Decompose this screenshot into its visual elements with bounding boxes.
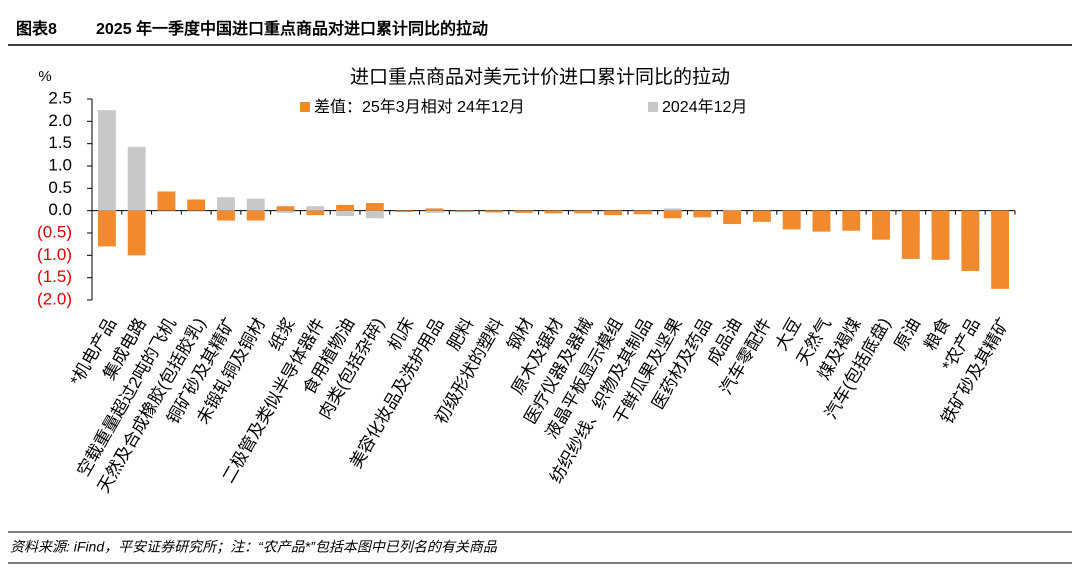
chart-title: 进口重点商品对美元计价进口累计同比的拉动: [350, 66, 730, 88]
bar: [901, 210, 920, 259]
bar: [455, 210, 474, 213]
bar: [782, 210, 801, 230]
bar: [365, 203, 384, 211]
x-tick-label: 原油: [891, 315, 924, 354]
bar: [276, 210, 295, 213]
bar: [723, 210, 742, 225]
bar: [663, 210, 682, 219]
bar: [97, 110, 116, 211]
bar: [365, 210, 384, 219]
y-tick-label: (2.0): [37, 289, 72, 308]
y-tick-label: 1.0: [48, 155, 72, 174]
y-tick-label: 0.0: [48, 200, 72, 219]
bar: [276, 206, 295, 211]
header-label: 图表8: [16, 19, 57, 38]
bar: [97, 210, 116, 247]
bar: [574, 210, 593, 214]
bar: [306, 210, 325, 216]
bar: [187, 199, 206, 211]
bar: [991, 210, 1010, 289]
y-unit: %: [38, 68, 51, 85]
bar: [693, 210, 712, 218]
y-tick-label: 0.5: [48, 178, 72, 197]
bar: [425, 210, 444, 213]
bar: [127, 210, 146, 256]
bar: [217, 197, 235, 211]
bar: [246, 210, 265, 221]
bar: [127, 146, 146, 211]
bar: [604, 210, 622, 216]
bar: [336, 210, 355, 217]
bar: [544, 210, 563, 214]
bar: [485, 210, 503, 213]
bar: [663, 208, 682, 211]
y-tick-label: (1.5): [37, 267, 72, 286]
bar: [961, 210, 980, 271]
bar: [395, 210, 414, 213]
bar: [306, 206, 325, 211]
y-tick-label: (0.5): [37, 222, 72, 241]
bar: [842, 210, 861, 231]
footer: 资料来源: iFind，平安证券研究所；注：“农产品*”包括本图中已列名的有关商…: [10, 539, 498, 555]
legend-label: 2024年12月: [662, 98, 747, 116]
bar: [246, 198, 265, 211]
bar: [872, 210, 890, 240]
bar: [931, 210, 950, 260]
legend-label: 差值：25年3月相对 24年12月: [314, 98, 525, 116]
legend-swatch: [648, 102, 658, 112]
bar: [514, 210, 533, 213]
bar: [723, 209, 742, 211]
bar: [633, 210, 652, 215]
y-tick-label: (1.0): [37, 245, 72, 264]
bar: [812, 210, 831, 232]
bar: [217, 210, 235, 221]
y-tick-label: 1.5: [48, 133, 72, 152]
bar: [425, 208, 444, 211]
header-title: 2025 年一季度中国进口重点商品对进口累计同比的拉动: [96, 19, 488, 38]
y-tick-label: 2.0: [48, 111, 72, 130]
bar: [752, 210, 771, 222]
bar: [336, 204, 355, 211]
legend-swatch: [300, 102, 310, 112]
y-tick-label: 2.5: [48, 88, 72, 107]
bar: [157, 191, 176, 211]
